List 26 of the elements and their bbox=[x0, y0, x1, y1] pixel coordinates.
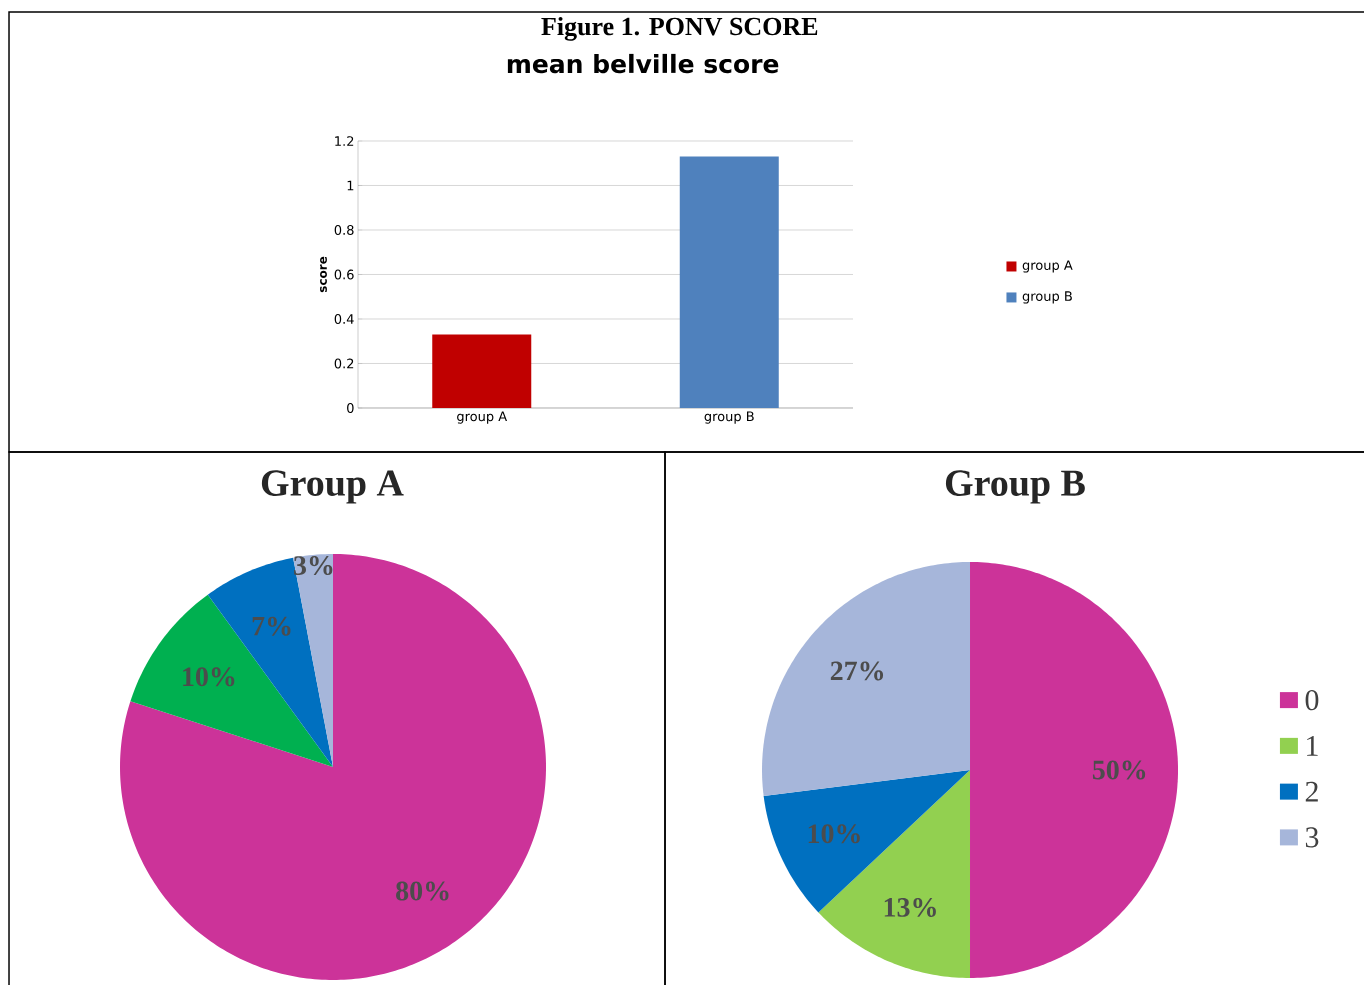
legend-label: group A bbox=[1022, 260, 1073, 273]
legend-label: 0 bbox=[1305, 689, 1319, 711]
data-label: 13% bbox=[884, 897, 936, 917]
legend-label: 1 bbox=[1307, 735, 1318, 756]
y-tick-label: 1 bbox=[347, 180, 354, 191]
y-tick-label: 0.4 bbox=[334, 314, 354, 324]
data-label: 27% bbox=[830, 661, 884, 681]
y-tick-label: 0.6 bbox=[334, 269, 354, 280]
data-label: 10% bbox=[183, 667, 235, 687]
chart-title: Figure 1. PONV SCORE bbox=[541, 16, 818, 41]
y-tick-label: 0 bbox=[347, 403, 354, 413]
y-axis-title: score bbox=[320, 256, 327, 293]
y-tick-label: 0.2 bbox=[334, 358, 354, 369]
chart-title: Group B bbox=[945, 470, 1085, 504]
data-label: 10% bbox=[808, 824, 860, 844]
data-label: 50% bbox=[1092, 760, 1146, 780]
chart-subtitle: mean belville score bbox=[507, 53, 779, 74]
legend-label: 3 bbox=[1305, 827, 1319, 848]
data-label: 7% bbox=[252, 616, 291, 636]
data-label: 3% bbox=[294, 556, 333, 576]
legend-label: group B bbox=[1022, 291, 1072, 304]
chart-title: Group A bbox=[261, 470, 404, 504]
y-tick-label: 0.8 bbox=[334, 225, 354, 235]
data-label: 80% bbox=[396, 881, 449, 901]
legend-label: 2 bbox=[1305, 781, 1318, 802]
y-tick-label: 1.2 bbox=[335, 136, 354, 146]
